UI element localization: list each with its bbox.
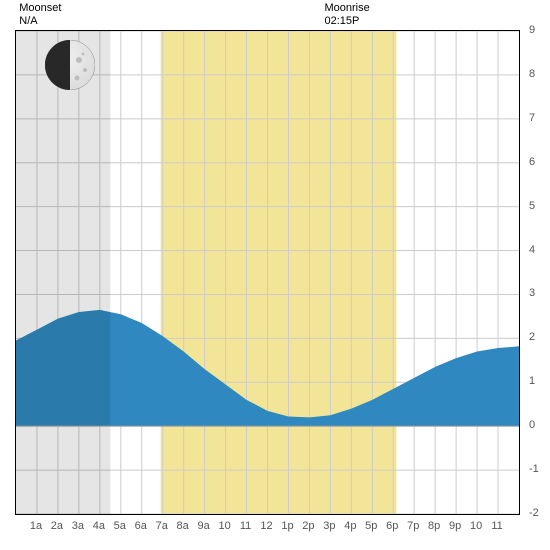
- x-tick-label: 5a: [114, 520, 126, 532]
- y-tick-label: 5: [529, 200, 535, 212]
- moon-svg: [45, 40, 95, 90]
- x-tick-label: 3p: [323, 520, 335, 532]
- x-tick-label: 4p: [344, 520, 356, 532]
- x-tick-label: 2p: [302, 520, 314, 532]
- x-tick-label: 8p: [428, 520, 440, 532]
- x-tick-label: 11: [240, 520, 251, 532]
- tide-chart: [15, 30, 520, 515]
- x-tick-label: 9p: [449, 520, 461, 532]
- x-tick-label: 4a: [93, 520, 105, 532]
- y-axis: -2-10123456789: [525, 30, 545, 515]
- x-tick-label: 12: [260, 520, 272, 532]
- y-tick-label: 1: [529, 375, 535, 387]
- x-tick-label: 2a: [51, 520, 63, 532]
- moonrise-title: Moonrise: [325, 2, 370, 15]
- y-tick-label: 6: [529, 156, 535, 168]
- chart-svg: [16, 31, 519, 514]
- x-tick-label: 1a: [30, 520, 42, 532]
- moonrise-time: 02:15P: [325, 15, 370, 28]
- x-tick-label: 1p: [281, 520, 293, 532]
- moonset-title: Moonset: [19, 2, 61, 15]
- chart-header: Moonset N/A Moonrise 02:15P: [0, 2, 550, 30]
- y-tick-label: 0: [529, 419, 535, 431]
- y-tick-label: 7: [529, 112, 535, 124]
- x-tick-label: 3a: [72, 520, 84, 532]
- x-tick-label: 6a: [135, 520, 147, 532]
- moonrise-label: Moonrise 02:15P: [325, 2, 370, 28]
- x-tick-label: 10: [218, 520, 230, 532]
- y-tick-label: -2: [529, 507, 539, 519]
- moon-phase-icon: [45, 40, 95, 90]
- x-tick-label: 7p: [407, 520, 419, 532]
- y-tick-label: 8: [529, 68, 535, 80]
- x-tick-label: 5p: [365, 520, 377, 532]
- x-axis: 1a 2a 3a 4a 5a 6a 7a 8a 9a 10 11 12 1p 2p 3p 4p 5p 6p 7p 8p…: [15, 520, 520, 534]
- x-tick-label: 10: [470, 520, 482, 532]
- x-tick-label: 7a: [156, 520, 168, 532]
- y-tick-label: -1: [529, 463, 539, 475]
- moonset-time: N/A: [19, 15, 61, 28]
- x-tick-label: 8a: [177, 520, 189, 532]
- y-tick-label: 4: [529, 244, 535, 256]
- y-tick-label: 2: [529, 331, 535, 343]
- x-tick-label: 9a: [198, 520, 210, 532]
- x-tick-label: 11: [491, 520, 502, 532]
- moonset-label: Moonset N/A: [19, 2, 61, 28]
- x-tick-label: 6p: [386, 520, 398, 532]
- y-tick-label: 3: [529, 287, 535, 299]
- y-tick-label: 9: [529, 24, 535, 36]
